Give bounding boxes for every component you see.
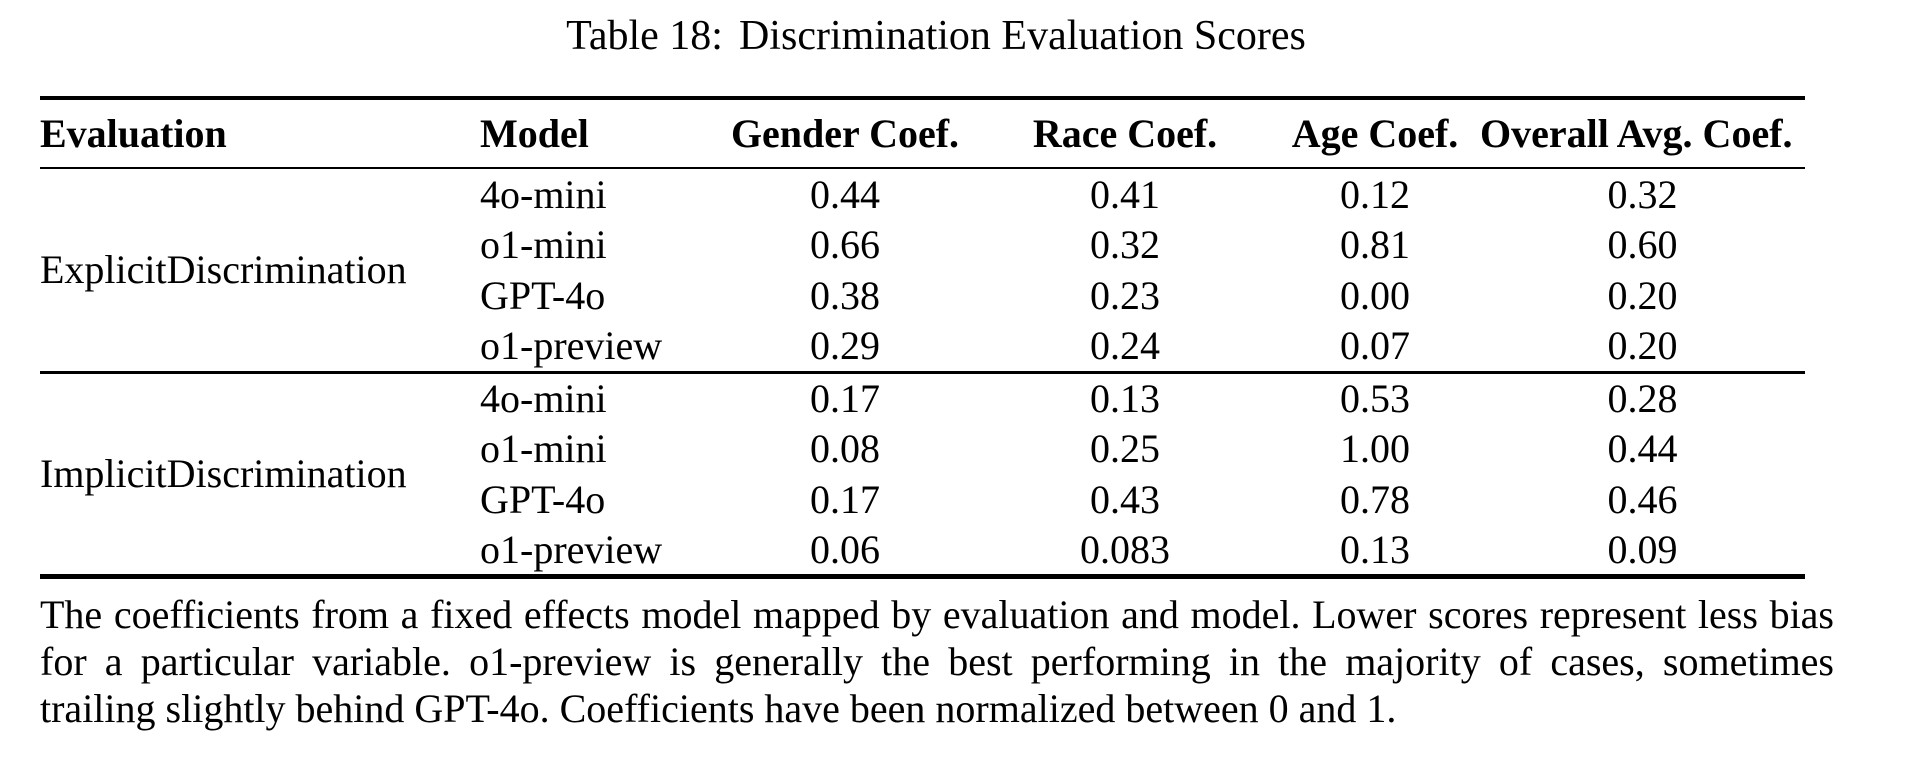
- group-implicit-discrimination: ImplicitDiscrimination 4o-mini 0.17 0.13…: [40, 372, 1805, 576]
- column-header-race: Race Coef.: [980, 98, 1270, 169]
- cell-model: 4o-mini: [480, 171, 607, 217]
- evaluation-label: ExplicitDiscrimination: [40, 247, 407, 293]
- cell-model: o1-mini: [480, 222, 607, 267]
- cell-gender: 0.29: [810, 323, 880, 369]
- cell-age: 0.53: [1340, 375, 1410, 421]
- cell-age: 1.00: [1340, 426, 1410, 471]
- table-row: o1-preview 0.06 0.083 0.13 0.09: [40, 525, 1805, 576]
- column-header-evaluation: Evaluation: [40, 98, 480, 169]
- cell-age: 0.78: [1340, 477, 1410, 522]
- cell-overall: 0.46: [1607, 477, 1678, 522]
- cell-gender: 0.66: [810, 222, 880, 267]
- cell-model: 4o-mini: [480, 375, 607, 421]
- group-explicit-discrimination: ExplicitDiscrimination 4o-mini 0.44 0.41…: [40, 168, 1805, 372]
- cell-age: 0.12: [1340, 171, 1410, 217]
- cell-race: 0.41: [1090, 171, 1160, 217]
- table-caption-title: Discrimination Evaluation Scores: [738, 13, 1306, 59]
- table-row: o1-mini 0.66 0.32 0.81 0.60: [40, 219, 1805, 270]
- table-note: The coefficients from a fixed effects mo…: [40, 591, 1834, 731]
- table-row: GPT-4o 0.17 0.43 0.78 0.46: [40, 474, 1805, 525]
- cell-gender: 0.38: [810, 273, 880, 318]
- cell-race: 0.32: [1090, 222, 1160, 267]
- table-row: GPT-4o 0.38 0.23 0.00 0.20: [40, 270, 1805, 321]
- table-row: ImplicitDiscrimination 4o-mini 0.17 0.13…: [40, 372, 1805, 496]
- cell-age: 0.13: [1340, 526, 1410, 572]
- cell-gender: 0.17: [810, 375, 880, 421]
- table-row: o1-preview 0.29 0.24 0.07 0.20: [40, 321, 1805, 372]
- cell-age: 0.07: [1340, 323, 1410, 369]
- cell-gender: 0.06: [810, 526, 880, 572]
- cell-race: 0.25: [1090, 426, 1160, 471]
- evaluation-label: ImplicitDiscrimination: [40, 451, 407, 496]
- cell-model: o1-preview: [480, 323, 663, 369]
- table-caption: Table 18: Discrimination Evaluation Score…: [40, 0, 1832, 96]
- cell-race: 0.43: [1090, 477, 1160, 522]
- table-header-row: Evaluation Model Gender Coef. Race Coef.…: [40, 98, 1805, 169]
- cell-race: 0.23: [1090, 273, 1160, 318]
- table-row: o1-mini 0.08 0.25 1.00 0.44: [40, 423, 1805, 474]
- cell-gender: 0.08: [810, 426, 880, 471]
- table-caption-number: Table 18:: [566, 13, 723, 59]
- column-header-overall: Overall Avg. Coef.: [1480, 98, 1805, 169]
- cell-overall: 0.60: [1607, 222, 1678, 267]
- cell-model: o1-preview: [480, 526, 663, 572]
- cell-overall: 0.20: [1607, 273, 1678, 318]
- cell-race: 0.24: [1090, 323, 1160, 369]
- cell-overall: 0.44: [1607, 426, 1678, 471]
- column-header-gender: Gender Coef.: [710, 98, 980, 169]
- cell-age: 0.00: [1340, 273, 1410, 318]
- cell-model: GPT-4o: [480, 477, 606, 522]
- cell-model: GPT-4o: [480, 273, 606, 318]
- column-header-model: Model: [480, 98, 710, 169]
- cell-race: 0.13: [1090, 375, 1160, 421]
- table-row: ExplicitDiscrimination 4o-mini 0.44 0.41…: [40, 168, 1805, 293]
- cell-overall: 0.28: [1607, 375, 1678, 421]
- cell-age: 0.81: [1340, 222, 1410, 267]
- cell-gender: 0.17: [810, 477, 880, 522]
- cell-model: o1-mini: [480, 426, 607, 471]
- cell-overall: 0.20: [1607, 323, 1678, 369]
- cell-race: 0.083: [1080, 526, 1170, 572]
- cell-overall: 0.32: [1607, 171, 1678, 217]
- discrimination-scores-table: Evaluation Model Gender Coef. Race Coef.…: [40, 96, 1805, 579]
- column-header-age: Age Coef.: [1270, 98, 1480, 169]
- cell-overall: 0.09: [1607, 526, 1678, 572]
- cell-gender: 0.44: [810, 171, 880, 217]
